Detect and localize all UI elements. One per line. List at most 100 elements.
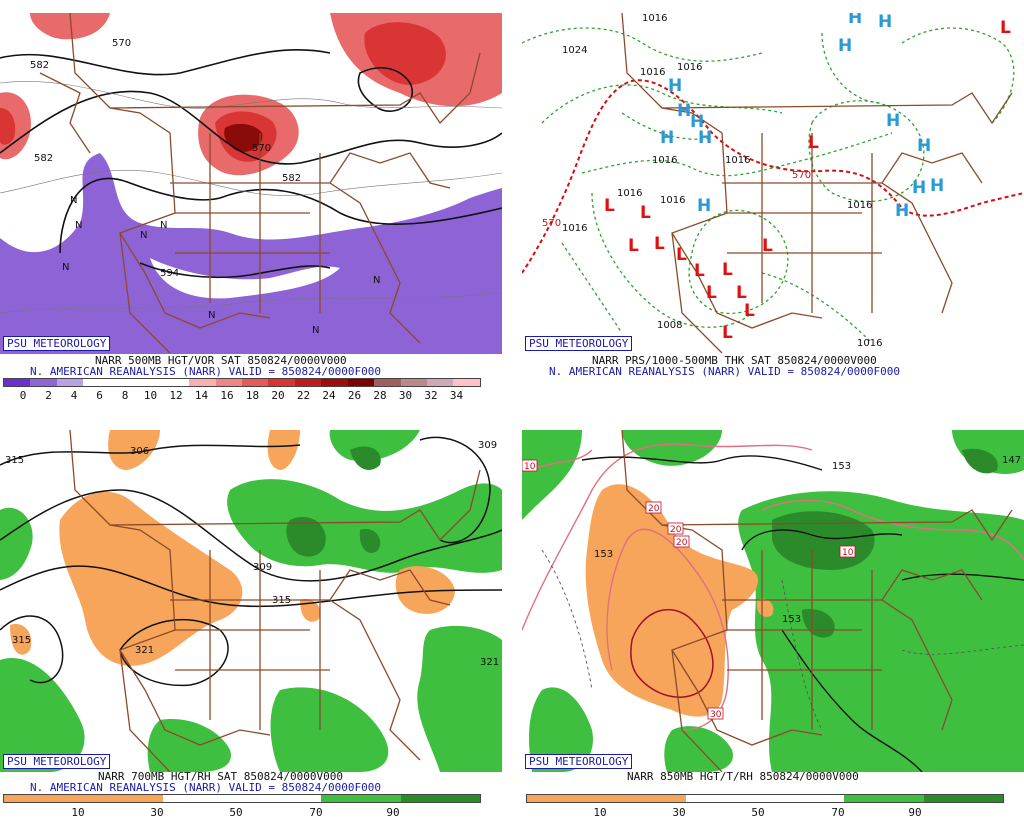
svg-text:10: 10: [842, 548, 854, 558]
scale-label: 20: [271, 389, 285, 402]
svg-text:1016: 1016: [847, 200, 872, 211]
svg-text:H: H: [930, 176, 944, 196]
svg-text:L: L: [744, 301, 755, 321]
panel-bl-caption-line2: N. AMERICAN REANALYSIS (NARR) VALID = 85…: [30, 781, 381, 794]
vorticity-color-scale: [3, 378, 481, 387]
panel-700mb-rh: 315 306 309 309 315 315 321 321 PSU METE…: [0, 430, 502, 772]
scale-label: 10: [593, 806, 607, 819]
scale-label: 30: [672, 806, 686, 819]
contour-label: 582: [30, 60, 49, 71]
svg-text:H: H: [690, 112, 704, 132]
svg-text:H: H: [668, 76, 682, 96]
scale-label: 8: [121, 389, 129, 402]
scale-label: 18: [245, 389, 260, 402]
contour-label: 582: [34, 153, 53, 164]
panel-850mb-temp-rh: 153 153 153 147 10 20 20 20 10 30 PSU ME…: [522, 430, 1024, 772]
scale-label: 28: [373, 389, 387, 402]
scale-segment: [400, 795, 441, 802]
scale-segment: [400, 379, 427, 386]
scale-label: 70: [831, 806, 845, 819]
scale-segment: [4, 379, 31, 386]
scale-label: 10: [71, 806, 85, 819]
svg-text:L: L: [628, 236, 639, 256]
svg-text:1016: 1016: [725, 155, 750, 166]
svg-text:570: 570: [792, 170, 811, 181]
scale-segment: [427, 379, 454, 386]
height-contours: [581, 455, 1024, 772]
scale-segment: [215, 379, 242, 386]
svg-text:H: H: [677, 101, 691, 121]
svg-text:L: L: [604, 196, 615, 216]
psu-meteorology-badge: PSU METEOROLOGY: [525, 754, 633, 769]
scale-segment: [374, 379, 401, 386]
panel-tl-caption-line2: N. AMERICAN REANALYSIS (NARR) VALID = 85…: [30, 365, 381, 378]
rh-contour-labels: 315 306 309 309 315 315 321 321: [5, 440, 499, 668]
isobar-labels: 1016 1024 1016 1016 1016 1016 1016 1016 …: [562, 13, 882, 349]
scale-segment: [321, 379, 348, 386]
scale-label: 12: [169, 389, 183, 402]
scale-segment: [30, 379, 57, 386]
scale-segment: [109, 379, 137, 386]
svg-text:1008: 1008: [657, 320, 682, 331]
svg-text:L: L: [762, 236, 773, 256]
temp-850mb-map: 153 153 153 147 10 20 20 20 10 30: [522, 430, 1024, 772]
low-pressure-symbols: L L L L L L L L L L L L L L: [604, 18, 1011, 343]
svg-text:1016: 1016: [677, 62, 702, 73]
scale-segment: [923, 795, 964, 802]
svg-text:321: 321: [135, 645, 154, 656]
scale-label: 22: [296, 389, 311, 402]
svg-text:H: H: [838, 36, 852, 56]
svg-text:H: H: [912, 178, 926, 198]
scale-label: 30: [150, 806, 164, 819]
dry-areas: [585, 484, 774, 717]
panel-br-caption-line1: NARR 850MB HGT/T/RH 850824/0000V000: [627, 770, 859, 783]
svg-text:1016: 1016: [617, 188, 642, 199]
psu-meteorology-badge: PSU METEOROLOGY: [3, 754, 111, 769]
panel-500mb-vorticity: 570 582 582 594 570 582 N N N N N N N N …: [0, 13, 502, 354]
svg-text:147: 147: [1002, 455, 1021, 466]
scale-segment: [685, 795, 726, 802]
scale-segment: [566, 795, 607, 802]
scale-segment: [56, 379, 84, 386]
scale-segment: [361, 795, 401, 802]
thickness-labels: 570 570: [542, 170, 811, 229]
svg-text:1016: 1016: [660, 195, 685, 206]
scale-label: 2: [45, 389, 52, 402]
scale-segment: [43, 795, 84, 802]
svg-text:30: 30: [710, 710, 722, 720]
svg-text:153: 153: [832, 461, 851, 472]
scale-label: 50: [751, 806, 765, 819]
scale-label: 4: [70, 389, 78, 402]
thickness-lines: [522, 79, 1024, 274]
contour-label: 594: [160, 268, 179, 279]
scale-label: 0: [19, 389, 27, 402]
scale-segment: [202, 795, 243, 802]
svg-text:1016: 1016: [640, 67, 665, 78]
svg-text:N: N: [140, 230, 147, 241]
panel-sea-level-pressure: 1016 1024 1016 1016 1016 1016 1016 1016 …: [522, 13, 1024, 354]
svg-text:H: H: [878, 13, 892, 32]
vorticity-map: 570 582 582 594 570 582 N N N N N N N N: [0, 13, 502, 354]
svg-text:570: 570: [542, 218, 561, 229]
svg-text:20: 20: [670, 525, 682, 535]
svg-text:L: L: [676, 245, 687, 265]
rh-700mb-map: 315 306 309 309 315 315 321 321: [0, 430, 502, 772]
panel-tl-caption-line1: NARR 500MB HGT/VOR SAT 850824/0000V000: [95, 354, 347, 367]
height-contour-labels: 153 153 153 147: [594, 455, 1021, 625]
scale-segment: [321, 795, 362, 802]
svg-text:1016: 1016: [642, 13, 667, 24]
svg-text:H: H: [698, 128, 712, 148]
svg-text:1016: 1016: [652, 155, 677, 166]
svg-text:L: L: [694, 261, 705, 281]
scale-segment: [606, 795, 647, 802]
scale-segment: [242, 795, 282, 802]
contour-label: 582: [282, 173, 301, 184]
svg-text:H: H: [886, 111, 900, 131]
svg-text:1016: 1016: [562, 223, 587, 234]
panel-bl-caption-line1: NARR 700MB HGT/RH SAT 850824/0000V000: [98, 770, 344, 783]
scale-segment: [347, 379, 375, 386]
scale-segment: [440, 795, 481, 802]
svg-text:321: 321: [480, 657, 499, 668]
scale-label: 26: [347, 389, 362, 402]
high-pressure-symbols: H H H H H H H H H H H H H H: [660, 13, 944, 221]
